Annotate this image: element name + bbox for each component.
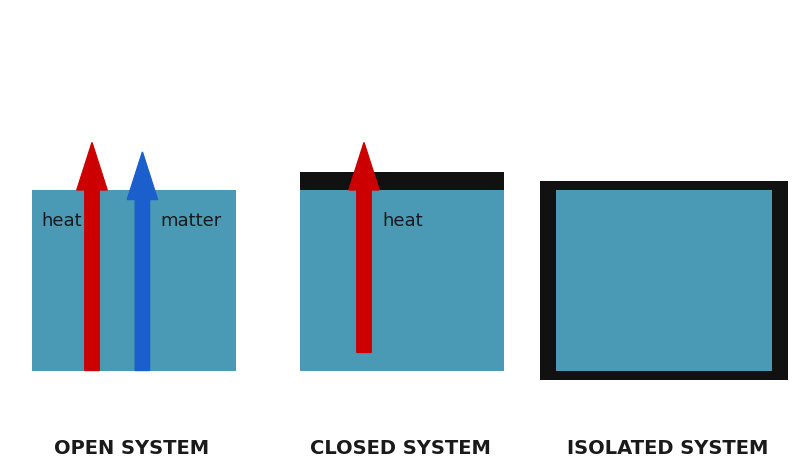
Bar bbox=[540, 180, 788, 380]
Bar bbox=[300, 172, 504, 190]
Bar bbox=[300, 190, 504, 370]
FancyArrow shape bbox=[77, 142, 107, 370]
Text: heat: heat bbox=[382, 212, 423, 230]
FancyArrow shape bbox=[127, 152, 158, 370]
FancyArrow shape bbox=[349, 142, 379, 352]
Text: heat: heat bbox=[42, 212, 82, 230]
Bar bbox=[556, 190, 772, 370]
Bar bbox=[32, 190, 236, 370]
Text: ISOLATED SYSTEM: ISOLATED SYSTEM bbox=[567, 439, 769, 458]
Text: CLOSED SYSTEM: CLOSED SYSTEM bbox=[310, 439, 490, 458]
Text: matter: matter bbox=[160, 212, 222, 230]
Text: OPEN SYSTEM: OPEN SYSTEM bbox=[54, 439, 210, 458]
